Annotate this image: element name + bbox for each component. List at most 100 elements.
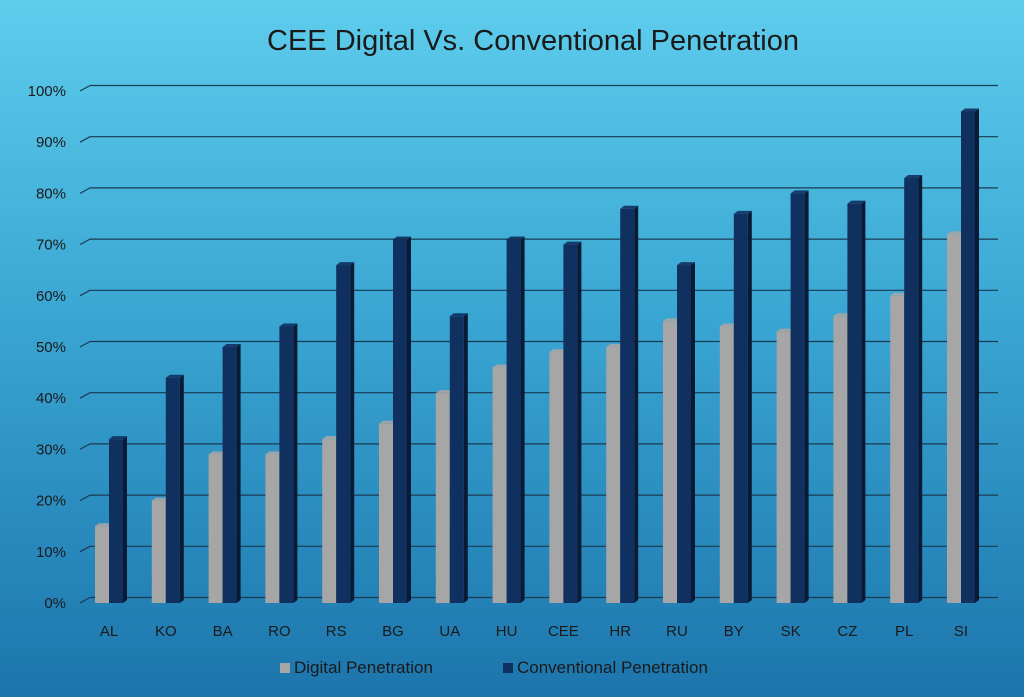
bar-conventional-ko-top xyxy=(165,374,184,378)
bar-conventional-si-side xyxy=(975,108,979,603)
bar-conventional-hu-top xyxy=(506,236,525,240)
bar-conventional-cee-side xyxy=(577,241,582,603)
bar-conventional-al-top xyxy=(109,436,127,440)
bar-digital-rs-front xyxy=(322,439,337,603)
gridline-depth xyxy=(79,443,91,450)
bar-conventional-hr xyxy=(620,205,639,603)
bar-conventional-ko xyxy=(165,374,184,603)
bar-conventional-bg-top xyxy=(393,236,411,240)
chart-title: CEE Digital Vs. Conventional Penetration xyxy=(267,25,799,57)
bar-conventional-sk-front xyxy=(790,193,805,603)
bar-conventional-hr-side xyxy=(634,205,639,603)
legend-label-conventional: Conventional Penetration xyxy=(517,658,708,677)
x-tick-label: KO xyxy=(155,623,177,640)
bar-conventional-ru xyxy=(677,262,695,603)
x-tick-label: BY xyxy=(724,623,744,640)
bar-conventional-by-top xyxy=(733,210,752,214)
bar-conventional-by-front xyxy=(733,213,748,603)
x-tick-label: UA xyxy=(439,623,460,640)
bar-conventional-ru-front xyxy=(677,265,691,603)
axis-layer: 0% 10% 20% 30% 40% 50% 60% 70% 80% 90% 100% AL KO BA R… xyxy=(28,83,968,640)
bar-digital-ua-front xyxy=(435,393,450,603)
gridline-depth xyxy=(79,392,91,399)
bar-digital-bg-top xyxy=(379,420,397,424)
x-tick-label: RO xyxy=(268,623,291,640)
bar-conventional-ba-side xyxy=(236,344,241,603)
bar-conventional-ua xyxy=(449,313,468,603)
legend-swatch-digital xyxy=(280,663,290,673)
bar-conventional-ba-front xyxy=(222,347,237,603)
bar-conventional-ba-top xyxy=(222,344,241,347)
bar-digital-ko-top xyxy=(151,497,170,501)
bar-digital-sk-top xyxy=(776,328,795,332)
x-tick-label: RU xyxy=(666,623,688,640)
x-tick-label: CZ xyxy=(837,623,857,640)
x-tick-label: HU xyxy=(496,623,518,640)
bar-conventional-al-side xyxy=(123,436,127,603)
bar-digital-al-front xyxy=(95,526,109,603)
bar-digital-ro-front xyxy=(265,454,280,603)
bar-conventional-bg-side xyxy=(407,236,411,604)
bar-digital-al-top xyxy=(95,523,113,527)
gridline-depth xyxy=(79,289,91,297)
bar-conventional-pl-top xyxy=(904,175,923,179)
bar-digital-ro-top xyxy=(265,451,284,455)
bar-conventional-ba xyxy=(222,344,241,603)
gridline-depth xyxy=(79,340,91,348)
y-tick-label: 10% xyxy=(36,544,66,561)
bar-digital-hu-top xyxy=(492,364,511,368)
legend-label-digital: Digital Penetration xyxy=(294,658,433,677)
bar-conventional-by xyxy=(733,210,752,603)
bar-digital-ru-top xyxy=(663,318,681,322)
gridline-depth xyxy=(79,187,91,194)
bar-conventional-rs-side xyxy=(350,262,355,603)
gridline-depth xyxy=(79,84,91,92)
bar-conventional-by-side xyxy=(747,210,752,603)
bar-digital-pl-top xyxy=(890,292,909,296)
x-tick-label: AL xyxy=(100,623,118,640)
y-tick-label: 70% xyxy=(36,237,66,254)
gridline-depth xyxy=(79,596,91,604)
bar-digital-hr-front xyxy=(606,347,621,603)
legend-swatch-conventional xyxy=(503,663,513,673)
x-tick-label: CEE xyxy=(548,623,579,640)
bar-conventional-ko-front xyxy=(165,377,180,603)
bar-conventional-si-top xyxy=(961,108,979,112)
bar-digital-si-top xyxy=(947,231,965,235)
y-tick-label: 20% xyxy=(36,493,66,510)
bar-conventional-pl-front xyxy=(904,178,919,604)
bar-conventional-rs xyxy=(336,262,355,603)
gridline-depth xyxy=(79,545,91,553)
bar-digital-hr-top xyxy=(606,344,625,347)
y-tick-label: 0% xyxy=(44,595,66,612)
bar-conventional-al-front xyxy=(109,439,123,603)
bar-conventional-sk-side xyxy=(804,190,809,603)
bar-conventional-bg-front xyxy=(393,239,407,604)
x-tick-label: BA xyxy=(213,623,233,640)
bar-conventional-ua-side xyxy=(463,313,468,603)
bar-conventional-si-front xyxy=(961,111,975,603)
bar-digital-sk-front xyxy=(776,331,791,603)
bar-conventional-hu xyxy=(506,236,525,604)
gridline-depth xyxy=(79,136,91,143)
bar-digital-bg-front xyxy=(379,423,393,603)
bar-conventional-ru-top xyxy=(677,262,695,266)
bar-digital-cz-top xyxy=(833,313,852,317)
bar-conventional-ro xyxy=(279,323,298,603)
bar-digital-cz-front xyxy=(833,316,848,603)
bar-conventional-ua-front xyxy=(449,316,464,603)
x-tick-label: SK xyxy=(781,623,801,640)
bars-layer xyxy=(95,108,979,604)
bar-digital-by-front xyxy=(719,326,734,603)
bar-digital-cee-top xyxy=(549,349,568,353)
x-tick-label: HR xyxy=(609,623,631,640)
bar-conventional-sk-top xyxy=(790,190,809,194)
bar-digital-ba-front xyxy=(208,454,223,603)
y-tick-label: 60% xyxy=(36,288,66,305)
bar-digital-hu-front xyxy=(492,367,507,603)
bar-digital-rs-top xyxy=(322,436,341,440)
y-tick-label: 90% xyxy=(36,134,66,151)
x-tick-label: SI xyxy=(954,623,968,640)
